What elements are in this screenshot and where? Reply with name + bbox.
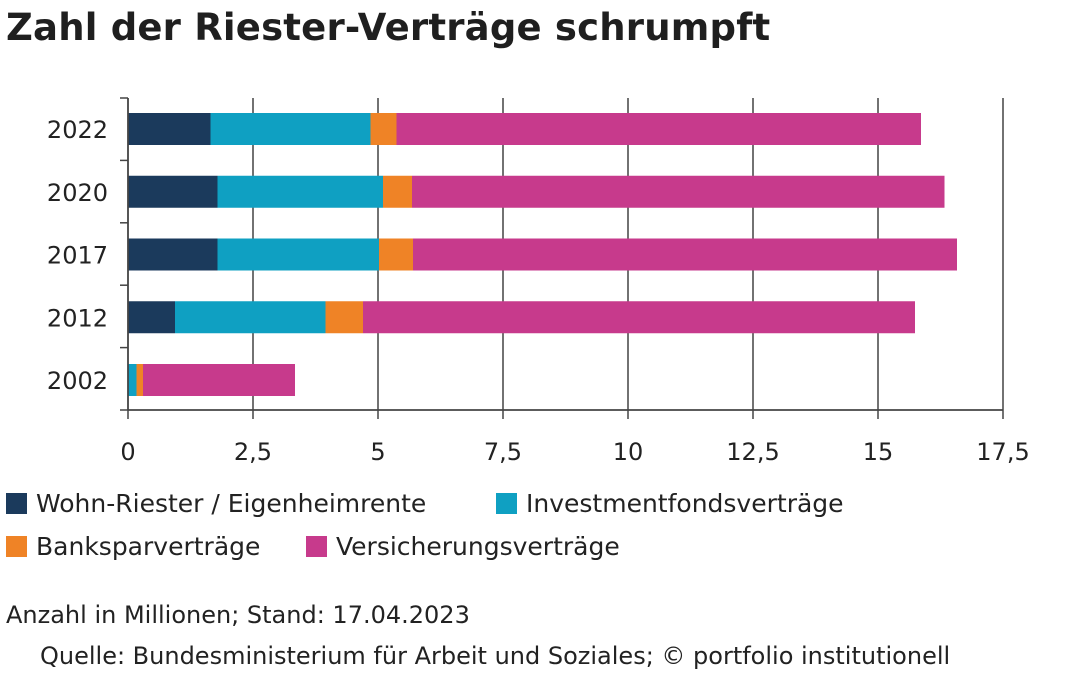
legend-item-banksparvertraege: Banksparverträge — [6, 532, 306, 561]
stacked-bar-chart: 0 2,5 5 7,5 10 12,5 15 17,5 2022 2020 2017 2012 2002 — [47, 97, 1030, 466]
y-tick-label: 2022 — [47, 116, 108, 144]
bar-segment — [363, 301, 915, 334]
legend-swatch-banksparvertraege — [6, 535, 27, 557]
x-tick-label: 17,5 — [976, 438, 1029, 466]
legend-item-investmentfonds: Investmentfondsverträge — [496, 489, 844, 518]
y-tick-label: 2012 — [47, 304, 108, 332]
x-tick-label: 0 — [120, 438, 135, 466]
bar-segment — [210, 113, 371, 145]
legend: Wohn-Riester / Eigenheimrente Investment… — [6, 486, 1066, 572]
legend-label-versicherungsvertraege: Versicherungsverträge — [336, 531, 620, 561]
bar-segment — [413, 238, 957, 271]
bar-segment — [217, 175, 383, 208]
x-tick-label: 15 — [863, 438, 894, 466]
source-credit: Quelle: Bundesministerium für Arbeit und… — [40, 642, 951, 670]
legend-swatch-investmentfonds — [496, 492, 517, 514]
bar-segment — [379, 238, 413, 271]
bar-segment — [217, 238, 379, 271]
bars — [128, 113, 957, 396]
bar-segment — [412, 175, 945, 208]
bar-segment — [396, 113, 921, 145]
y-tick-label: 2002 — [47, 367, 108, 395]
legend-row: Banksparverträge Versicherungsverträge — [6, 529, 1066, 563]
bar-segment — [128, 175, 218, 208]
legend-label-investmentfonds: Investmentfondsverträge — [526, 488, 844, 518]
legend-label-banksparvertraege: Banksparverträge — [36, 531, 261, 561]
bar-segment — [143, 364, 295, 396]
axes — [120, 97, 1004, 419]
bar-segment — [175, 301, 326, 334]
bar-segment — [128, 364, 137, 396]
bar-segment — [128, 238, 218, 271]
bar-segment — [128, 301, 175, 334]
unit-and-date-note: Anzahl in Millionen; Stand: 17.04.2023 — [6, 601, 470, 629]
bar-segment — [325, 301, 363, 334]
x-tick-label: 2,5 — [234, 438, 272, 466]
x-tick-label: 7,5 — [484, 438, 522, 466]
bar-segment — [383, 175, 412, 208]
tick-labels: 0 2,5 5 7,5 10 12,5 15 17,5 2022 2020 2017 2012 2002 — [47, 116, 1030, 466]
legend-row: Wohn-Riester / Eigenheimrente Investment… — [6, 486, 1066, 520]
legend-label-wohn-riester: Wohn-Riester / Eigenheimrente — [36, 488, 427, 518]
legend-swatch-versicherungsvertraege — [306, 535, 327, 557]
x-tick-label: 10 — [613, 438, 644, 466]
y-tick-label: 2020 — [47, 179, 108, 207]
y-tick-label: 2017 — [47, 242, 108, 270]
bar-segment — [136, 364, 143, 396]
bar-segment — [370, 113, 397, 145]
x-tick-label: 12,5 — [726, 438, 779, 466]
legend-swatch-wohn-riester — [6, 492, 27, 514]
chart-title: Zahl der Riester-Verträge schrumpft — [6, 6, 771, 49]
x-tick-label: 5 — [370, 438, 385, 466]
bar-segment — [128, 113, 211, 145]
legend-item-versicherungsvertraege: Versicherungsverträge — [306, 532, 620, 561]
legend-item-wohn-riester: Wohn-Riester / Eigenheimrente — [6, 489, 496, 518]
